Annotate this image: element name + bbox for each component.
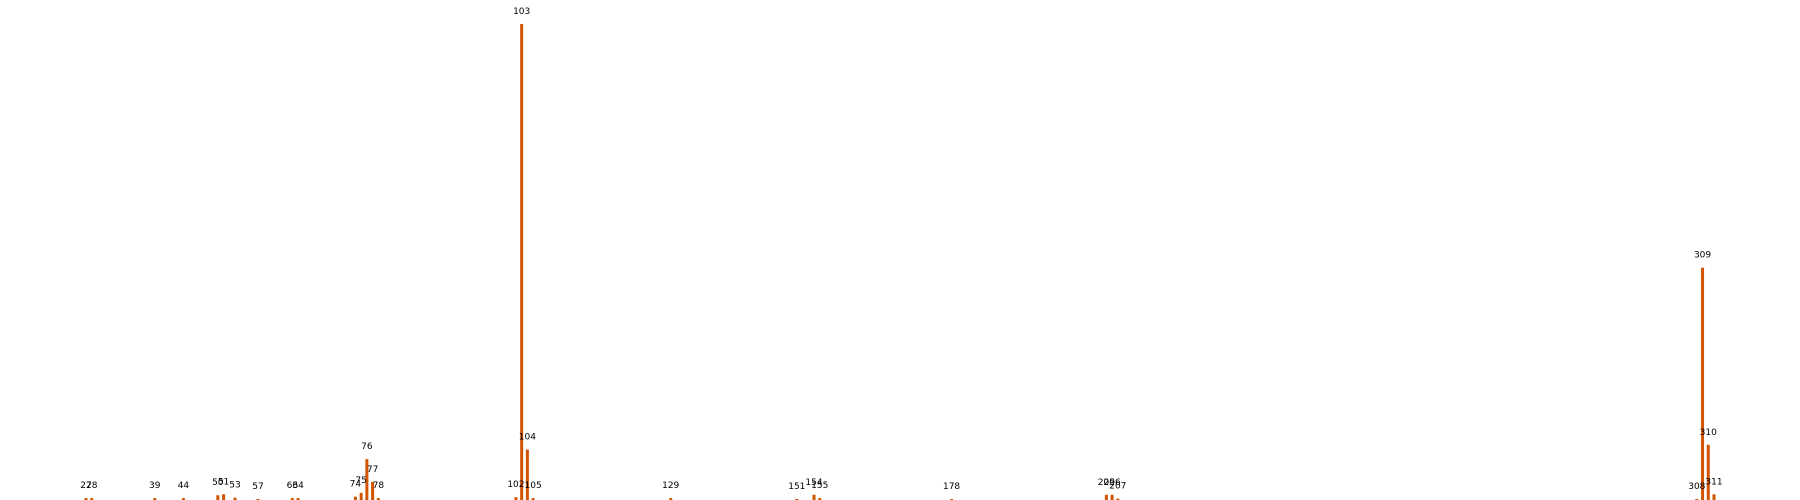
- bar-mz-155: [818, 498, 822, 500]
- bar-label-mz-103: 103: [513, 7, 530, 17]
- bar-label-mz-57: 57: [252, 482, 263, 492]
- bar-label-mz-205: 205: [1098, 478, 1115, 488]
- bar-label-mz-77: 77: [367, 465, 378, 475]
- bar-mz-206: [1110, 494, 1114, 500]
- bar-mz-27: [84, 498, 88, 500]
- bar-label-mz-308: 308: [1688, 482, 1705, 492]
- bar-label-mz-78: 78: [373, 481, 385, 491]
- bar-mz-104: [525, 449, 529, 500]
- bar-label-mz-102: 102: [507, 480, 524, 490]
- bar-label-mz-206: 206: [1104, 478, 1121, 488]
- bar-label-mz-154: 154: [805, 478, 822, 488]
- bar-mz-63: [290, 498, 294, 500]
- bar-label-mz-39: 39: [149, 481, 161, 491]
- bar-label-mz-76: 76: [361, 442, 373, 452]
- bar-mz-311: [1712, 494, 1716, 500]
- bar-mz-44: [181, 498, 185, 500]
- bar-mz-78: [376, 498, 380, 500]
- bar-mz-105: [531, 498, 535, 500]
- bar-label-mz-28: 28: [86, 481, 98, 491]
- bar-mz-28: [90, 498, 94, 500]
- bar-label-mz-309: 309: [1694, 251, 1711, 261]
- bar-label-mz-207: 207: [1109, 482, 1126, 492]
- bar-label-mz-74: 74: [350, 480, 362, 490]
- bar-mz-310: [1706, 444, 1710, 500]
- bar-label-mz-44: 44: [178, 481, 190, 491]
- bar-mz-154: [812, 494, 816, 500]
- bar-mz-207: [1116, 498, 1120, 500]
- bar-mz-74: [353, 496, 357, 500]
- bar-mz-76: [365, 459, 369, 500]
- bar-mz-77: [371, 481, 375, 500]
- bar-mz-53: [233, 497, 237, 500]
- bar-mz-102: [514, 497, 518, 500]
- bar-mz-50: [216, 495, 220, 500]
- bar-mz-205: [1104, 494, 1108, 500]
- bar-label-mz-53: 53: [229, 481, 240, 491]
- bar-mz-64: [296, 498, 300, 500]
- bar-label-mz-75: 75: [355, 476, 366, 486]
- bar-label-mz-104: 104: [519, 433, 536, 443]
- bar-mz-309: [1701, 267, 1705, 500]
- bar-mz-129: [669, 498, 673, 500]
- bar-label-mz-50: 50: [212, 478, 224, 488]
- bar-label-mz-311: 311: [1705, 477, 1722, 487]
- bars-layer: [84, 24, 1716, 500]
- bar-label-mz-155: 155: [811, 481, 828, 491]
- bar-label-mz-64: 64: [292, 481, 304, 491]
- bar-mz-103: [520, 24, 524, 500]
- bar-label-mz-63: 63: [287, 481, 298, 491]
- bar-label-mz-178: 178: [943, 482, 960, 492]
- bar-label-mz-310: 310: [1700, 428, 1717, 438]
- bar-label-mz-129: 129: [662, 481, 679, 491]
- bar-label-mz-27: 27: [80, 481, 91, 491]
- bar-mz-75: [359, 492, 363, 500]
- bar-mz-39: [153, 498, 157, 500]
- bar-label-mz-105: 105: [525, 481, 542, 491]
- bar-label-mz-151: 151: [788, 482, 805, 492]
- bar-mz-51: [222, 494, 226, 500]
- bar-label-mz-51: 51: [218, 477, 229, 487]
